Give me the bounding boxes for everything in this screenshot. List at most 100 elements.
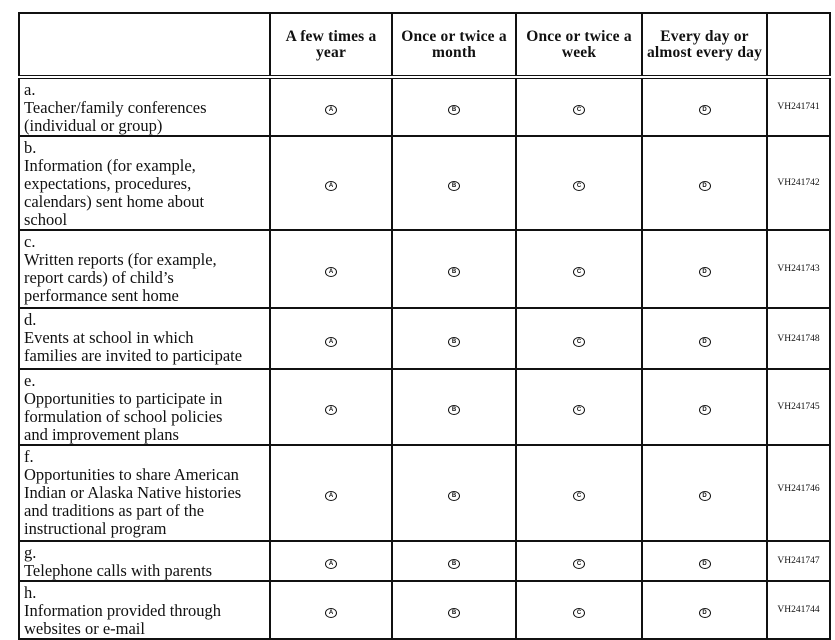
item-id: VH241747 bbox=[766, 540, 831, 582]
header-every-day: Every day or almost every day bbox=[641, 12, 768, 78]
option-cell: D bbox=[641, 76, 768, 137]
answer-bubble-b[interactable]: B bbox=[448, 491, 460, 501]
option-cell: A bbox=[269, 580, 393, 640]
answer-bubble-b[interactable]: B bbox=[448, 181, 460, 191]
item-id: VH241742 bbox=[766, 135, 831, 231]
item-cell: h.Information provided through websites … bbox=[18, 580, 271, 640]
answer-bubble-b[interactable]: B bbox=[448, 559, 460, 569]
answer-bubble-c[interactable]: C bbox=[573, 336, 585, 347]
item-cell: e.Opportunities to participate in formul… bbox=[18, 368, 271, 446]
answer-bubble-a[interactable]: A bbox=[325, 608, 337, 618]
option-cell: D bbox=[641, 444, 768, 542]
answer-bubble-b[interactable]: B bbox=[448, 336, 460, 347]
table-row: h.Information provided through websites … bbox=[18, 580, 831, 640]
item-text: Information provided through websites or… bbox=[24, 601, 222, 638]
item-text: Telephone calls with parents bbox=[24, 561, 213, 580]
answer-bubble-a[interactable]: A bbox=[325, 336, 337, 347]
answer-bubble-d[interactable]: D bbox=[698, 336, 711, 347]
item-label: f. bbox=[24, 447, 34, 466]
header-a-few-times-a-year: A few times a year bbox=[269, 12, 393, 78]
answer-bubble-d[interactable]: D bbox=[698, 608, 711, 618]
item-text: Events at school in which families are i… bbox=[24, 328, 243, 365]
answer-bubble-b[interactable]: B bbox=[448, 105, 460, 115]
answer-bubble-d[interactable]: D bbox=[698, 405, 711, 415]
header-item bbox=[18, 12, 271, 78]
item-cell: f.Opportunities to share American Indian… bbox=[18, 444, 271, 542]
table-row: c.Written reports (for example, report c… bbox=[18, 229, 831, 309]
option-cell: A bbox=[269, 76, 393, 137]
header-id bbox=[766, 12, 831, 78]
option-cell: D bbox=[641, 540, 768, 582]
answer-bubble-c[interactable]: C bbox=[573, 181, 585, 191]
item-id: VH241741 bbox=[766, 76, 831, 137]
answer-bubble-d[interactable]: D bbox=[698, 267, 711, 277]
table-row: b.Information (for example, expectations… bbox=[18, 135, 831, 231]
survey-frequency-table: A few times a year Once or twice a month… bbox=[18, 12, 831, 640]
item-id: VH241744 bbox=[766, 580, 831, 640]
item-id: VH241746 bbox=[766, 444, 831, 542]
header-once-or-twice-a-week: Once or twice a week bbox=[515, 12, 643, 78]
option-cell: A bbox=[269, 307, 393, 370]
answer-bubble-a[interactable]: A bbox=[325, 267, 337, 277]
item-cell: d.Events at school in which families are… bbox=[18, 307, 271, 370]
option-cell: B bbox=[391, 580, 517, 640]
item-text: Teacher/family conferences (individual o… bbox=[24, 98, 207, 135]
answer-bubble-a[interactable]: A bbox=[325, 559, 337, 569]
item-text: Information (for example, expectations, … bbox=[24, 156, 205, 229]
item-cell: a.Teacher/family conferences (individual… bbox=[18, 76, 271, 137]
option-cell: B bbox=[391, 444, 517, 542]
item-id: VH241748 bbox=[766, 307, 831, 370]
answer-bubble-c[interactable]: C bbox=[573, 267, 585, 277]
item-label: h. bbox=[24, 583, 37, 602]
option-cell: C bbox=[515, 229, 643, 309]
option-cell: D bbox=[641, 580, 768, 640]
answer-bubble-d[interactable]: D bbox=[698, 105, 711, 115]
answer-bubble-c[interactable]: C bbox=[573, 105, 585, 115]
option-cell: C bbox=[515, 76, 643, 137]
answer-bubble-d[interactable]: D bbox=[698, 491, 711, 501]
answer-bubble-c[interactable]: C bbox=[573, 608, 585, 618]
option-cell: B bbox=[391, 540, 517, 582]
table-row: f.Opportunities to share American Indian… bbox=[18, 444, 831, 542]
option-cell: C bbox=[515, 368, 643, 446]
item-label: c. bbox=[24, 232, 36, 251]
answer-bubble-b[interactable]: B bbox=[448, 405, 460, 415]
option-cell: C bbox=[515, 444, 643, 542]
answer-bubble-b[interactable]: B bbox=[448, 267, 460, 277]
answer-bubble-d[interactable]: D bbox=[698, 559, 711, 569]
answer-bubble-a[interactable]: A bbox=[325, 105, 337, 115]
item-cell: c.Written reports (for example, report c… bbox=[18, 229, 271, 309]
answer-bubble-d[interactable]: D bbox=[698, 181, 711, 191]
answer-bubble-a[interactable]: A bbox=[325, 491, 337, 501]
option-cell: A bbox=[269, 444, 393, 542]
option-cell: B bbox=[391, 307, 517, 370]
header-row: A few times a year Once or twice a month… bbox=[18, 12, 831, 78]
item-id: VH241743 bbox=[766, 229, 831, 309]
item-id: VH241745 bbox=[766, 368, 831, 446]
answer-bubble-c[interactable]: C bbox=[573, 405, 585, 415]
header-once-or-twice-a-month: Once or twice a month bbox=[391, 12, 517, 78]
item-label: d. bbox=[24, 310, 37, 329]
table-row: g.Telephone calls with parents A B C D VH2417… bbox=[18, 540, 831, 582]
option-cell: B bbox=[391, 76, 517, 137]
answer-bubble-a[interactable]: A bbox=[325, 405, 337, 415]
option-cell: D bbox=[641, 368, 768, 446]
item-cell: g.Telephone calls with parents bbox=[18, 540, 271, 582]
item-label: b. bbox=[24, 138, 37, 157]
answer-bubble-b[interactable]: B bbox=[448, 608, 460, 618]
table-row: d.Events at school in which families are… bbox=[18, 307, 831, 370]
option-cell: A bbox=[269, 135, 393, 231]
option-cell: B bbox=[391, 135, 517, 231]
answer-bubble-a[interactable]: A bbox=[325, 181, 337, 191]
item-text: Opportunities to share American Indian o… bbox=[24, 465, 242, 538]
option-cell: C bbox=[515, 135, 643, 231]
option-cell: C bbox=[515, 580, 643, 640]
answer-bubble-c[interactable]: C bbox=[573, 559, 585, 569]
item-cell: b.Information (for example, expectations… bbox=[18, 135, 271, 231]
item-label: g. bbox=[24, 543, 37, 562]
option-cell: C bbox=[515, 307, 643, 370]
item-text: Written reports (for example, report car… bbox=[24, 250, 217, 305]
option-cell: D bbox=[641, 229, 768, 309]
answer-bubble-c[interactable]: C bbox=[573, 491, 585, 501]
option-cell: D bbox=[641, 307, 768, 370]
